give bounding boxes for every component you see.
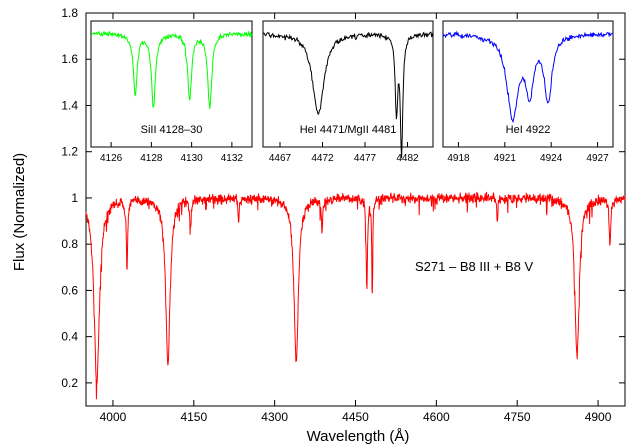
inset-spectrum-series bbox=[442, 30, 614, 124]
inset-x-tick-label: 4472 bbox=[311, 153, 334, 164]
y-tick-label: 0.8 bbox=[61, 237, 78, 251]
inset-spectrum-series bbox=[262, 31, 434, 159]
y-tick-label: 0.4 bbox=[61, 330, 78, 344]
main-plot: 4000 4150 4300 4450 4600 4750 4900 0.2 0.4 0.6 0.8… bbox=[61, 6, 626, 424]
inset-x-tick-label: 4921 bbox=[494, 153, 517, 164]
x-tick-label: 4600 bbox=[423, 410, 450, 424]
y-tick-label: 1.4 bbox=[61, 98, 78, 112]
y-tick-label: 1.2 bbox=[61, 145, 78, 159]
inset-panel: 4467 4472 4477 4482 HeI 4471/MgII 4481 bbox=[262, 20, 434, 164]
x-axis-label: Wavelength (Å) bbox=[307, 428, 410, 445]
main-spectrum-series bbox=[85, 191, 626, 400]
y-tick-label: 0.6 bbox=[61, 283, 78, 297]
x-tick-label: 4000 bbox=[100, 410, 127, 424]
inset-label: HeI 4922 bbox=[506, 124, 551, 136]
inset-frame bbox=[262, 20, 434, 148]
inset-frame bbox=[90, 20, 253, 148]
x-tick-label: 4750 bbox=[504, 410, 531, 424]
x-tick-label: 4450 bbox=[342, 410, 369, 424]
x-tick-label: 4150 bbox=[180, 410, 207, 424]
inset-x-tick-label: 4130 bbox=[181, 153, 204, 164]
inset-x-tick-label: 4924 bbox=[540, 153, 563, 164]
inset-x-tick-label: 4132 bbox=[221, 153, 244, 164]
x-tick-label: 4300 bbox=[261, 410, 288, 424]
inset-x-tick-label: 4126 bbox=[100, 153, 123, 164]
inset-x-tick-label: 4128 bbox=[140, 153, 163, 164]
inset-panels: 4126 4128 4130 4132 SiII 4128–30 4467 4472 4477… bbox=[90, 20, 614, 164]
inset-x-tick-label: 4477 bbox=[354, 153, 377, 164]
inset-x-tick-label: 4927 bbox=[586, 153, 609, 164]
inset-panel: 4918 4921 4924 4927 HeI 4922 bbox=[442, 20, 614, 164]
inset-panel: 4126 4128 4130 4132 SiII 4128–30 bbox=[90, 20, 253, 164]
y-tick-label: 1.8 bbox=[61, 6, 78, 20]
y-tick-label: 0.2 bbox=[61, 376, 78, 390]
inset-label: HeI 4471/MgII 4481 bbox=[300, 124, 397, 136]
y-tick-label: 1 bbox=[71, 191, 78, 205]
inset-frame bbox=[442, 20, 614, 148]
inset-label: SiII 4128–30 bbox=[141, 124, 203, 136]
y-axis-label: Flux (Normalized) bbox=[11, 153, 28, 271]
inset-spectrum-series bbox=[90, 30, 253, 109]
inset-x-tick-label: 4918 bbox=[447, 153, 470, 164]
y-tick-label: 1.6 bbox=[61, 52, 78, 66]
inset-x-tick-label: 4482 bbox=[396, 153, 419, 164]
spectrum-annotation: S271 – B8 III + B8 V bbox=[415, 259, 533, 274]
inset-x-tick-label: 4467 bbox=[269, 153, 292, 164]
x-tick-label: 4900 bbox=[585, 410, 612, 424]
